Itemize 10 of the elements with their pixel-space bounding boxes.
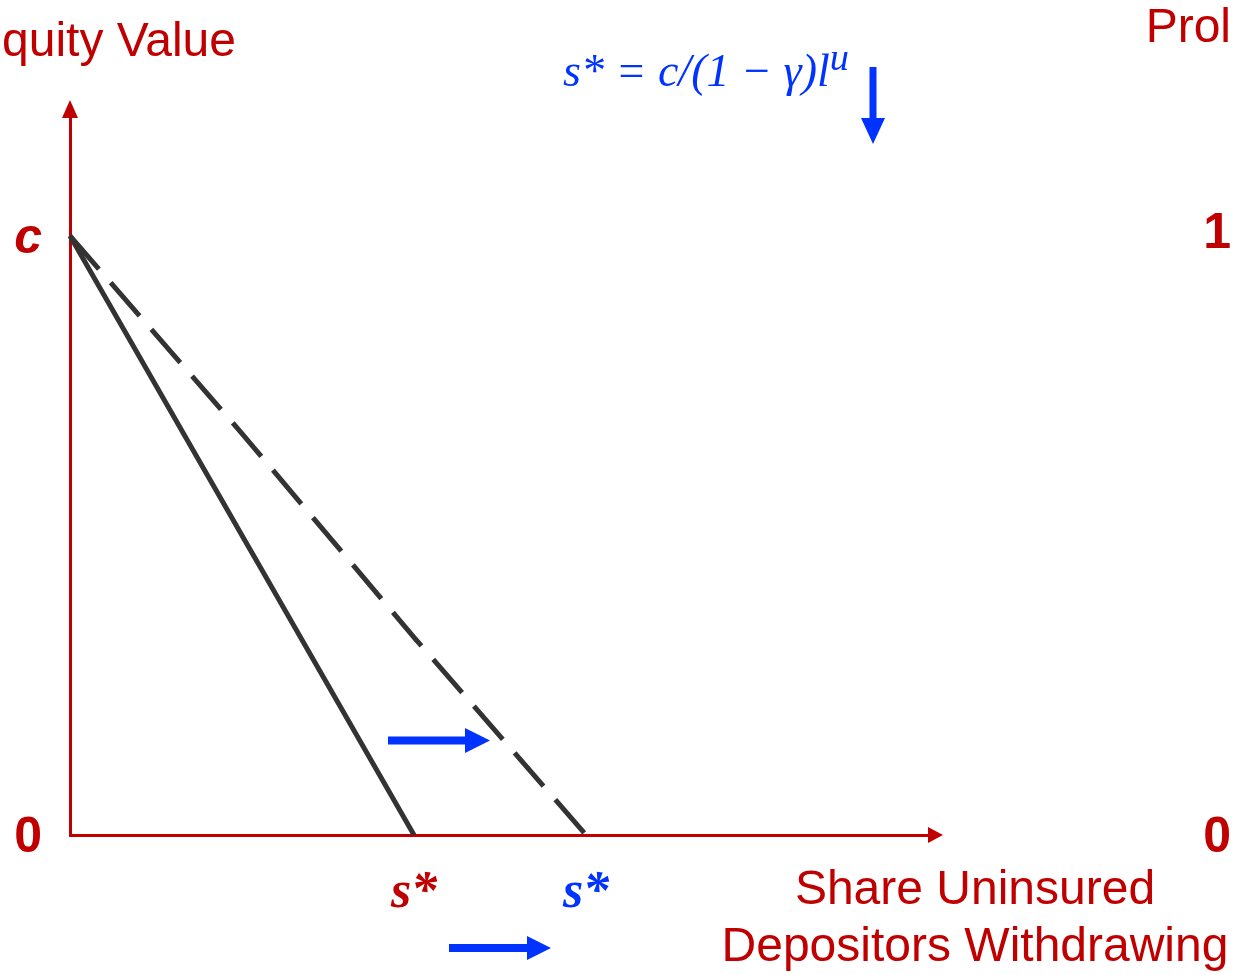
x-tick-label: s* [561,860,611,918]
text: 0 [14,807,42,863]
text: c [14,208,42,264]
text: 1 [1203,203,1231,259]
y-axis-title: quity Value [2,13,236,66]
x-tick-label: s* [389,860,439,918]
text: 0 [1203,807,1231,863]
x-axis-title: Share Uninsured Depositors Withdrawing [721,861,1229,971]
text: Prol [1145,0,1231,52]
text: s* = c/(1 − γ)l$^{u}$ [563,35,849,97]
